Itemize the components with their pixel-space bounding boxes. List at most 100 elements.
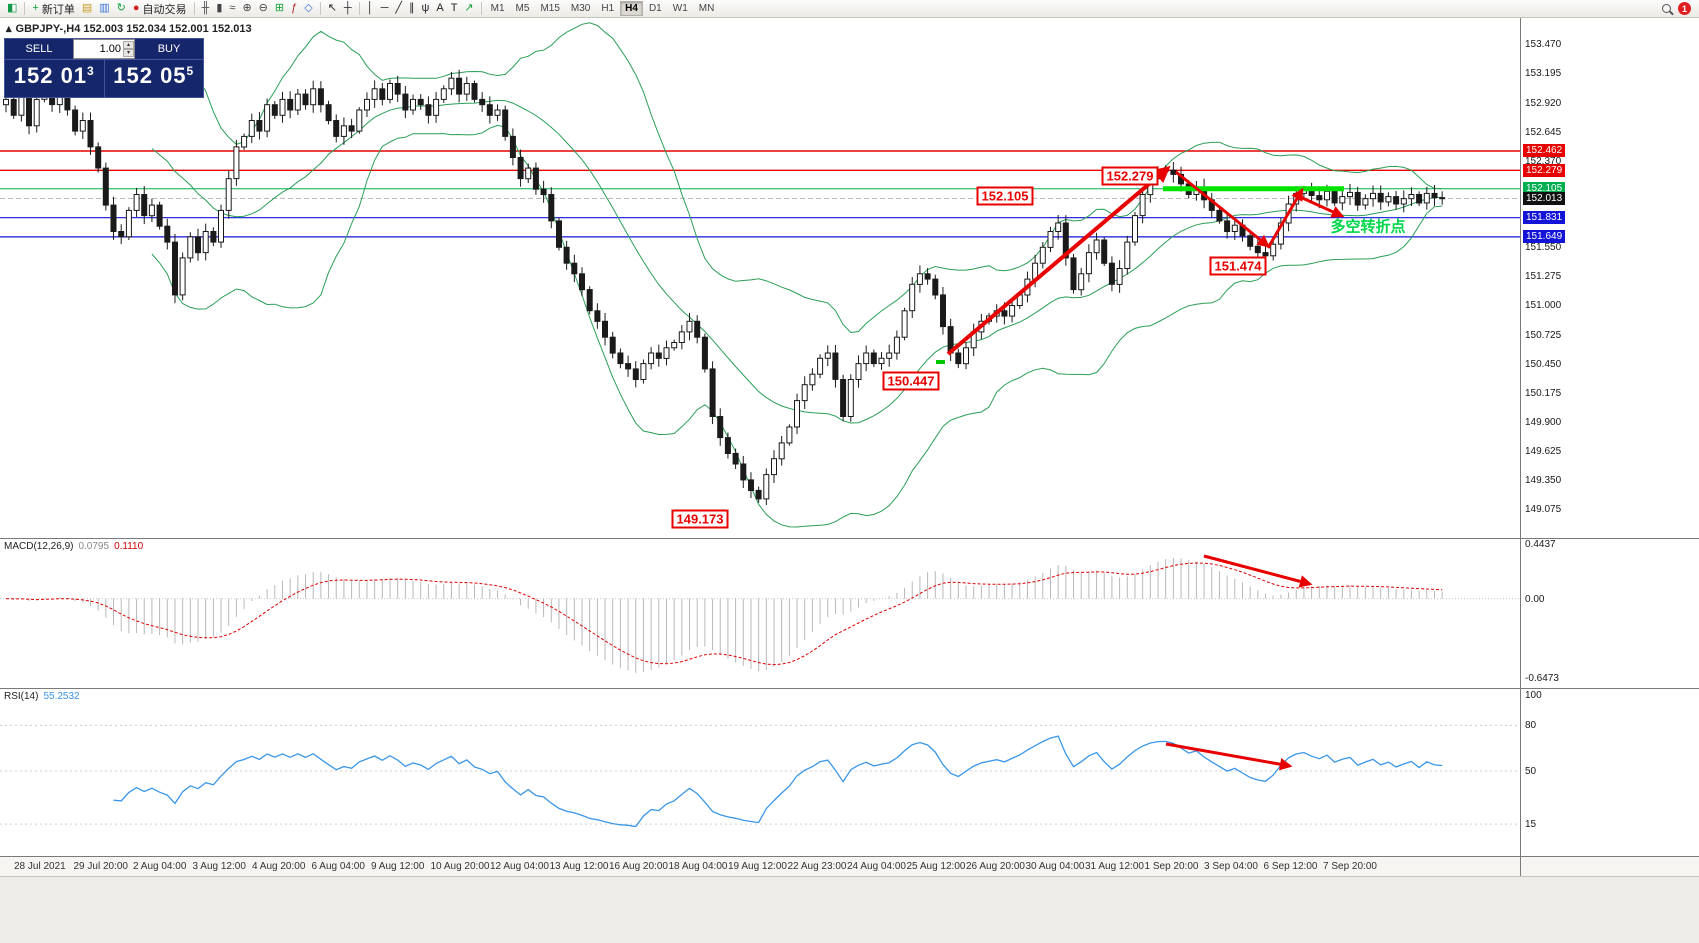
- price-line-label: 152.462: [1523, 144, 1566, 158]
- buy-price[interactable]: 152 05 5: [103, 60, 204, 97]
- zoom-in-button[interactable]: ⊕: [239, 1, 254, 17]
- timeframe-d1[interactable]: D1: [648, 3, 662, 14]
- vertical-line-icon: │: [366, 2, 374, 14]
- search-icon[interactable]: [1662, 4, 1671, 13]
- macd-value-main: 0.0795: [78, 541, 110, 552]
- sell-button[interactable]: SELL: [25, 43, 53, 55]
- time-tick-label: 26 Aug 20:00: [966, 861, 1025, 872]
- price-axis-column[interactable]: 153.470 153.195 152.920 152.645 152.370 151.5…: [1520, 18, 1699, 876]
- timeframe-h4[interactable]: H4: [620, 1, 643, 16]
- price-tick: 150.175: [1525, 387, 1562, 399]
- sell-price[interactable]: 152 01 3: [5, 60, 104, 97]
- notification-badge[interactable]: 1: [1678, 2, 1691, 15]
- time-tick-label: 9 Aug 12:00: [371, 861, 425, 872]
- app-icon: ◧: [7, 2, 18, 14]
- toolbar-separator: [358, 2, 360, 15]
- timeframe-m30[interactable]: M30: [570, 3, 591, 14]
- toolbar-separator: [193, 2, 195, 15]
- time-tick-label: 25 Aug 12:00: [906, 861, 966, 872]
- price-tick: 151.000: [1525, 300, 1562, 312]
- volume-down-button[interactable]: ▾: [123, 49, 134, 57]
- candlestick-chart[interactable]: [0, 18, 1520, 538]
- arrows-tool-icon: ↗: [464, 2, 474, 14]
- tile-windows-icon: ⊞: [274, 2, 285, 14]
- chart-window: ▴ GBPJPY-,H4 152.003 152.034 152.001 152…: [0, 18, 1699, 876]
- timeframe-m15[interactable]: M15: [540, 3, 560, 14]
- one-click-trading-panel: SELL 1.00 ▴ ▾ BUY 152 01 3 1: [4, 38, 204, 98]
- refresh-button[interactable]: ↻: [114, 1, 129, 17]
- macd-value-signal: 0.1110: [114, 541, 144, 552]
- macd-label: MACD(12,26,9) 0.0795 0.1110: [4, 541, 143, 552]
- price-line-label: 152.013: [1523, 191, 1566, 205]
- charts-button[interactable]: ▤: [79, 1, 95, 17]
- time-tick-label: 12 Aug 04:00: [490, 861, 549, 872]
- rsi-scale-label: 15: [1525, 819, 1537, 831]
- timeframe-mn[interactable]: MN: [698, 3, 715, 14]
- timeframe-w1[interactable]: W1: [672, 3, 688, 14]
- crosshair-tool[interactable]: ┼: [341, 1, 355, 17]
- price-tick: 149.350: [1525, 474, 1562, 486]
- tile-windows-button[interactable]: ⊞: [272, 1, 287, 17]
- rsi-panel[interactable]: RSI(14) 55.2532: [0, 688, 1520, 856]
- macd-panel[interactable]: MACD(12,26,9) 0.0795 0.1110: [0, 538, 1520, 688]
- new-order-button-label: 新订单: [41, 3, 75, 16]
- price-line-label: 151.831: [1523, 211, 1566, 225]
- cursor-icon: ↖: [327, 2, 337, 14]
- time-axis[interactable]: 28 Jul 2021 29 Jul 20:00 2 Aug 04:00 3 Aug …: [0, 856, 1520, 876]
- buy-price-pip: 5: [186, 64, 195, 78]
- new-order-button[interactable]: + 新订单: [29, 1, 77, 17]
- bar-chart-icon: ╫: [201, 2, 210, 14]
- market-watch-button[interactable]: ▥: [96, 1, 112, 17]
- time-tick-label: 13 Aug 12:00: [549, 861, 609, 872]
- timeframe-m5[interactable]: M5: [515, 3, 530, 14]
- time-tick-label: 4 Aug 20:00: [252, 861, 306, 872]
- time-tick-label: 30 Aug 04:00: [1025, 861, 1085, 872]
- line-chart-button[interactable]: ≈: [226, 1, 238, 17]
- label-tool[interactable]: T: [448, 1, 461, 17]
- templates-button[interactable]: ◇: [301, 1, 315, 17]
- price-tick: 151.550: [1525, 242, 1562, 254]
- price-axis[interactable]: 153.470 153.195 152.920 152.645 152.370 151.5…: [1521, 18, 1699, 538]
- app-menu[interactable]: ◧: [4, 1, 20, 17]
- bar-chart-button[interactable]: ╫: [199, 1, 213, 17]
- channel-tool[interactable]: ∥: [406, 1, 418, 17]
- crosshair-icon: ┼: [343, 2, 352, 14]
- refresh-icon: ↻: [116, 2, 126, 14]
- trendline-tool[interactable]: ╱: [392, 1, 405, 17]
- autotrading-button[interactable]: ● 自动交易: [130, 1, 190, 17]
- time-tick-label: 22 Aug 23:00: [787, 861, 847, 872]
- macd-name: MACD(12,26,9): [4, 541, 74, 552]
- zoom-out-button[interactable]: ⊖: [256, 1, 271, 17]
- macd-scale-label: 0.4437: [1525, 539, 1556, 550]
- new-order-icon: +: [32, 2, 39, 14]
- charts-icon: ▤: [81, 2, 93, 14]
- vertical-line-tool[interactable]: │: [364, 1, 377, 17]
- window-footer: [0, 876, 1699, 943]
- main-price-chart[interactable]: ▴ GBPJPY-,H4 152.003 152.034 152.001 152…: [0, 18, 1520, 538]
- indicators-button[interactable]: ƒ: [288, 1, 300, 17]
- fibonacci-tool[interactable]: ψ: [419, 1, 433, 17]
- horizontal-line-icon: ─: [380, 2, 389, 14]
- candlestick-chart-button[interactable]: ▮: [213, 1, 225, 17]
- horizontal-line-tool[interactable]: ─: [378, 1, 392, 17]
- trendline-icon: ╱: [395, 2, 402, 14]
- cursor-tool[interactable]: ↖: [325, 1, 340, 17]
- time-tick-label: 24 Aug 04:00: [847, 861, 906, 872]
- text-tool[interactable]: A: [433, 1, 446, 17]
- arrows-tool[interactable]: ↗: [461, 1, 476, 17]
- volume-value[interactable]: 1.00: [99, 43, 121, 55]
- toolbar-separator: [480, 2, 482, 15]
- time-tick-label: 7 Sep 20:00: [1323, 861, 1377, 872]
- text-icon: A: [436, 2, 444, 14]
- volume-input[interactable]: 1.00 ▴ ▾: [73, 39, 135, 59]
- axis-corner: [1521, 856, 1699, 876]
- price-tick: 149.075: [1525, 503, 1562, 515]
- timeframe-m1[interactable]: M1: [490, 3, 505, 14]
- timeframe-h1[interactable]: H1: [601, 3, 615, 14]
- volume-stepper: ▴ ▾: [123, 41, 134, 57]
- toolbar-right: 1: [1662, 2, 1695, 15]
- buy-button[interactable]: BUY: [157, 43, 181, 55]
- time-tick-label: 31 Aug 12:00: [1085, 861, 1144, 872]
- line-chart-icon: ≈: [229, 2, 236, 14]
- volume-up-button[interactable]: ▴: [123, 41, 134, 49]
